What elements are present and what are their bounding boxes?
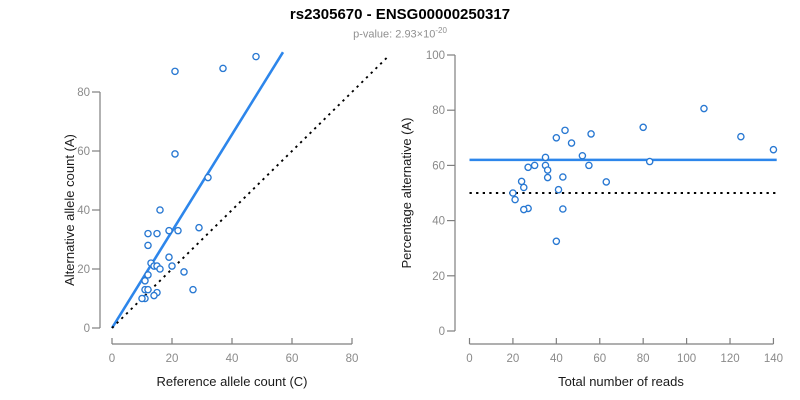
x-tick-label: 40 xyxy=(550,353,563,365)
data-point xyxy=(180,268,188,276)
x-tick-label: 60 xyxy=(286,353,299,365)
data-point xyxy=(165,226,173,235)
data-point xyxy=(578,151,587,160)
data-point xyxy=(700,104,708,113)
data-point xyxy=(171,150,179,158)
y-tick-label: 80 xyxy=(432,105,445,117)
pvalue-exponent: -20 xyxy=(435,26,447,35)
y-tick-label: 60 xyxy=(77,146,90,158)
data-point xyxy=(552,134,561,142)
data-point xyxy=(156,206,164,214)
y-tick-label: 0 xyxy=(439,326,445,338)
x-tick-label: 60 xyxy=(593,353,606,365)
data-point xyxy=(144,229,152,238)
data-point xyxy=(153,229,161,238)
y-tick-label: 100 xyxy=(426,50,445,62)
left-x-axis-label: Reference allele count (C) xyxy=(156,374,307,389)
data-point xyxy=(156,265,164,273)
data-point xyxy=(252,52,260,61)
data-point xyxy=(524,163,532,172)
y-tick-label: 20 xyxy=(77,264,90,276)
left-y-axis-label: Alternative allele count (A) xyxy=(62,134,77,286)
x-tick-label: 100 xyxy=(677,353,696,365)
y-tick-label: 40 xyxy=(432,216,445,228)
identity-y-equals-x-line xyxy=(111,54,391,329)
x-tick-label: 0 xyxy=(466,353,472,365)
data-point xyxy=(567,139,576,147)
data-point xyxy=(543,166,552,174)
y-tick-label: 0 xyxy=(84,323,90,335)
x-tick-label: 140 xyxy=(764,353,783,365)
x-tick-label: 0 xyxy=(109,353,115,365)
data-point xyxy=(639,123,647,132)
data-point xyxy=(645,157,654,166)
data-point xyxy=(587,130,595,138)
data-point xyxy=(144,241,152,250)
data-point xyxy=(144,285,152,294)
data-point xyxy=(520,205,528,214)
data-point xyxy=(174,226,182,235)
data-point xyxy=(530,161,539,170)
plot-subtitle: p-value: 2.93×10-20 xyxy=(0,26,800,41)
data-point xyxy=(543,173,552,182)
right-x-axis-label: Total number of reads xyxy=(558,374,684,389)
data-point xyxy=(737,132,745,141)
y-tick-label: 60 xyxy=(432,160,445,172)
data-point xyxy=(219,64,227,73)
data-point xyxy=(138,294,146,303)
right-y-axis-label: Percentage alternative (A) xyxy=(399,117,414,268)
data-point xyxy=(150,291,158,300)
data-point xyxy=(769,145,778,154)
data-point xyxy=(168,262,176,270)
data-point xyxy=(195,223,203,232)
plot-title: rs2305670 - ENSG00000250317 xyxy=(289,6,511,23)
data-point xyxy=(561,126,569,135)
data-point xyxy=(517,177,526,186)
y-tick-label: 20 xyxy=(432,271,445,283)
x-tick-label: 80 xyxy=(637,353,650,365)
data-point xyxy=(165,253,173,261)
pvalue-text: p-value: 2.93×10 xyxy=(353,28,436,41)
x-tick-label: 120 xyxy=(720,353,739,365)
data-point xyxy=(585,161,593,170)
data-point xyxy=(559,205,567,213)
data-point xyxy=(144,271,152,279)
data-point xyxy=(541,153,550,162)
data-point xyxy=(552,237,561,246)
data-point xyxy=(141,277,149,285)
data-point xyxy=(189,285,197,294)
data-point xyxy=(509,189,517,197)
regression-fit-line xyxy=(110,51,285,329)
y-tick-label: 40 xyxy=(77,205,90,217)
data-point xyxy=(511,195,519,204)
data-point xyxy=(204,173,212,182)
x-tick-label: 40 xyxy=(226,353,239,365)
right-scatter-chart: Total number of reads Percentage alterna… xyxy=(399,50,783,389)
data-point xyxy=(171,67,179,76)
x-tick-label: 20 xyxy=(166,353,179,365)
data-point xyxy=(520,183,528,192)
left-scatter-chart: Reference allele count (C) Alternative a… xyxy=(62,51,391,389)
data-point xyxy=(559,173,567,181)
data-point xyxy=(554,185,563,194)
data-point xyxy=(602,178,611,186)
x-tick-label: 80 xyxy=(346,353,359,365)
x-tick-label: 20 xyxy=(507,353,520,365)
y-tick-label: 80 xyxy=(77,87,90,99)
